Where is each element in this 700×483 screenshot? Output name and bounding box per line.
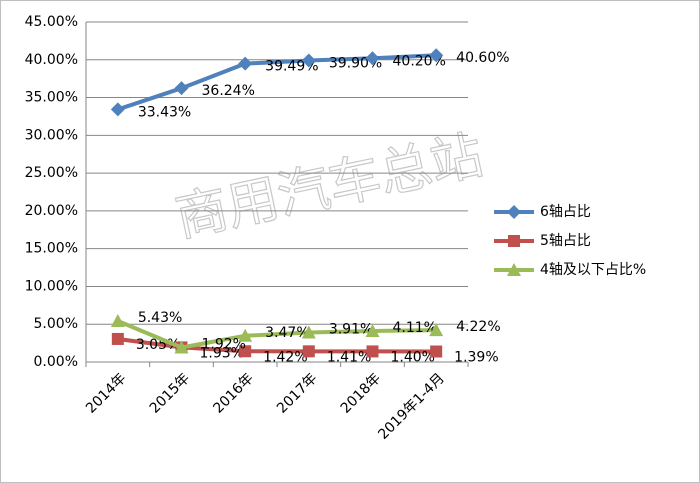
marker [238, 328, 253, 342]
data-label: 4.11% [393, 320, 437, 336]
data-label: 40.60% [456, 50, 509, 66]
y-tick-label: 30.00% [25, 127, 78, 143]
data-label: 1.93% [200, 345, 244, 361]
data-label: 1.42% [263, 349, 307, 365]
legend-label: 4轴及以下占比% [540, 262, 646, 278]
marker [302, 345, 315, 358]
series-line [117, 336, 437, 354]
data-label: 1.92% [202, 336, 246, 352]
y-tick-label: 45.00% [25, 14, 78, 30]
marker [429, 48, 444, 63]
data-label: 5.43% [138, 310, 182, 326]
marker [430, 345, 443, 358]
y-tick-label: 10.00% [25, 278, 78, 294]
marker [111, 332, 124, 345]
marker [174, 340, 189, 354]
data-label: 1.41% [327, 349, 371, 365]
marker [365, 323, 380, 337]
y-tick-label: 40.00% [25, 52, 78, 68]
y-tick-label: 5.00% [34, 316, 78, 332]
data-label: 1.39% [454, 349, 498, 365]
marker [301, 325, 316, 339]
data-label: 36.24% [202, 83, 255, 99]
data-label: 4.22% [456, 319, 500, 335]
marker [365, 51, 380, 66]
legend-marker [507, 263, 521, 276]
legend-marker [508, 235, 520, 247]
marker [239, 345, 252, 358]
legend-label: 6轴占比 [540, 204, 591, 220]
marker [238, 56, 253, 71]
marker [110, 102, 125, 117]
y-tick-label: 25.00% [25, 165, 78, 181]
legend-marker [507, 205, 521, 219]
y-tick-label: 0.00% [34, 354, 78, 370]
legend-label: 5轴占比 [540, 233, 591, 249]
marker [366, 345, 379, 358]
data-label: 3.47% [265, 325, 309, 341]
y-tick-label: 20.00% [25, 203, 78, 219]
marker [301, 53, 316, 68]
y-tick-label: 15.00% [25, 241, 78, 257]
data-label: 3.91% [329, 321, 373, 337]
data-label: 33.43% [138, 104, 191, 120]
y-tick-label: 35.00% [25, 90, 78, 106]
series-line [117, 319, 437, 350]
marker [174, 81, 189, 96]
marker [429, 323, 444, 337]
series-line [117, 53, 437, 112]
data-label: 1.40% [391, 349, 435, 365]
marker [110, 313, 125, 327]
